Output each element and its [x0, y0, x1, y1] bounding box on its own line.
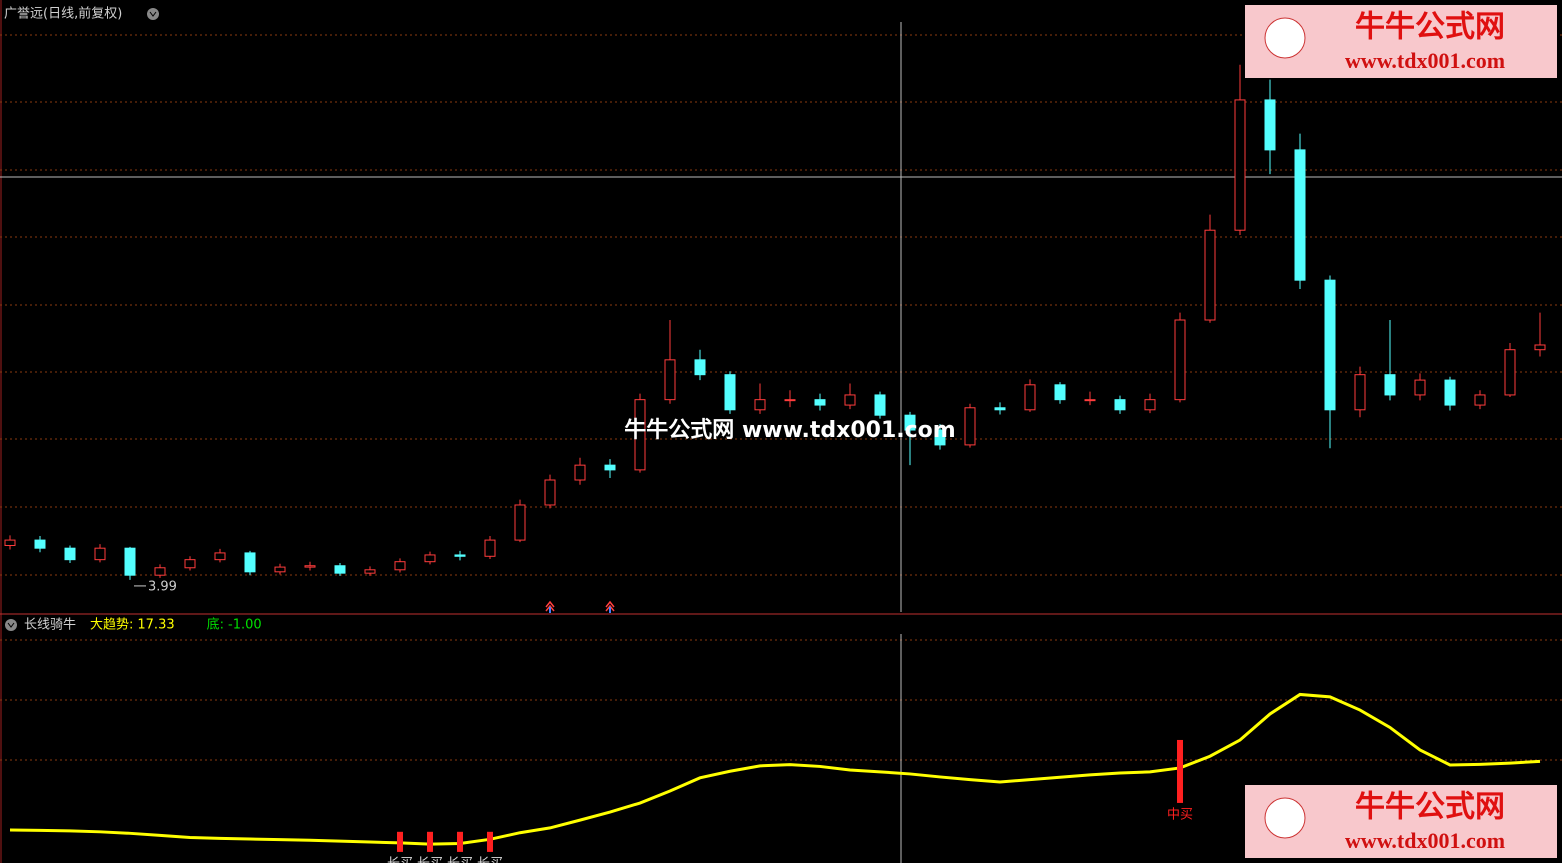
candle-body [724, 374, 736, 411]
readout-name: 底: [207, 617, 224, 633]
candle-body [214, 552, 226, 561]
candle-body [694, 359, 706, 376]
signal-label: 长买 [417, 856, 443, 863]
indicator-title: 长线骑牛 [24, 618, 76, 633]
candle-body [994, 407, 1006, 411]
logo-url: www.tdx001.com [1345, 828, 1505, 853]
candle-body [574, 464, 586, 481]
candle-body [94, 547, 106, 561]
candle-body [784, 399, 796, 402]
logo-icon [1264, 17, 1306, 59]
candle-body [1114, 399, 1126, 411]
candle-body [1324, 279, 1336, 411]
signal-bar [397, 831, 403, 852]
candle-body [814, 399, 826, 406]
candle-body [514, 504, 526, 541]
candle-body [1144, 399, 1156, 411]
candle-body [1354, 374, 1366, 411]
candle-body [1534, 344, 1546, 351]
logo: 牛牛公式网 www.tdx001.com [1245, 5, 1557, 78]
candle-body [1084, 399, 1096, 402]
candle-body [1204, 229, 1216, 321]
candle-body [1234, 99, 1246, 231]
candle-body [544, 479, 556, 506]
signal-label: 长买 [447, 856, 473, 863]
readout-name: 大趋势: [90, 617, 133, 633]
candle-body [34, 539, 46, 549]
signal-marker [605, 600, 615, 612]
candle-body [1504, 349, 1516, 396]
signal-bar [1177, 739, 1183, 803]
logo-url: www.tdx001.com [1345, 48, 1505, 73]
candle-body [1264, 99, 1276, 151]
signal-label: 长买 [477, 856, 503, 863]
candle-body [604, 464, 616, 471]
candle-body [1174, 319, 1186, 401]
candle-body [424, 554, 436, 563]
annotation-label: 3.99 [148, 579, 177, 594]
signal-marker [545, 600, 555, 612]
logo-icon [1264, 797, 1306, 839]
candle-body [874, 394, 886, 416]
candle-body [664, 359, 676, 401]
chart-title: 广誉远(日线,前复权) [4, 6, 122, 22]
trend-line [9, 692, 1541, 846]
candle-body [334, 565, 346, 574]
candle-body [454, 554, 466, 557]
signal-bar [427, 831, 433, 852]
grid [0, 34, 1562, 761]
readout-value: 17.33 [137, 618, 174, 633]
candle-body [844, 394, 856, 406]
candle-body [1024, 384, 1036, 411]
candle-body [274, 566, 286, 573]
candle-body [1384, 374, 1396, 396]
candle-body [1474, 394, 1486, 406]
logo-name: 牛牛公式网 [1355, 10, 1505, 45]
candle-body [1444, 379, 1456, 406]
logo: 牛牛公式网 www.tdx001.com [1245, 785, 1557, 858]
readout-value: -1.00 [228, 618, 262, 633]
signal-label: 中买 [1167, 807, 1193, 822]
candle-body [4, 539, 16, 546]
candle-body [64, 547, 76, 561]
candle-body [634, 399, 646, 471]
candle-body [124, 547, 136, 576]
menu-button[interactable] [5, 619, 17, 631]
watermark: 牛牛公式网 www.tdx001.com [624, 417, 955, 443]
signal-bar [457, 831, 463, 852]
candle-body [1054, 384, 1066, 401]
menu-button[interactable] [147, 8, 159, 20]
candle-body [1294, 149, 1306, 281]
candle-body [184, 559, 196, 569]
signal-bar [487, 831, 493, 852]
menu-arrow [149, 11, 157, 17]
candle-body [304, 565, 316, 568]
marks: 3.99长买长买长买长买中买大趋势:17.33底:-1.00 [4, 64, 1546, 863]
menu-arrow [7, 622, 15, 628]
candle-body [904, 414, 916, 431]
candle-body [154, 567, 166, 576]
candle-body [934, 429, 946, 446]
candle-body [244, 552, 256, 573]
candle-body [964, 407, 976, 446]
candle-body [364, 569, 376, 574]
candle-body [754, 399, 766, 411]
candle-body [1414, 379, 1426, 396]
signal-label: 长买 [387, 856, 413, 863]
candle-body [394, 561, 406, 571]
candle-body [484, 539, 496, 557]
logo-name: 牛牛公式网 [1355, 790, 1505, 825]
